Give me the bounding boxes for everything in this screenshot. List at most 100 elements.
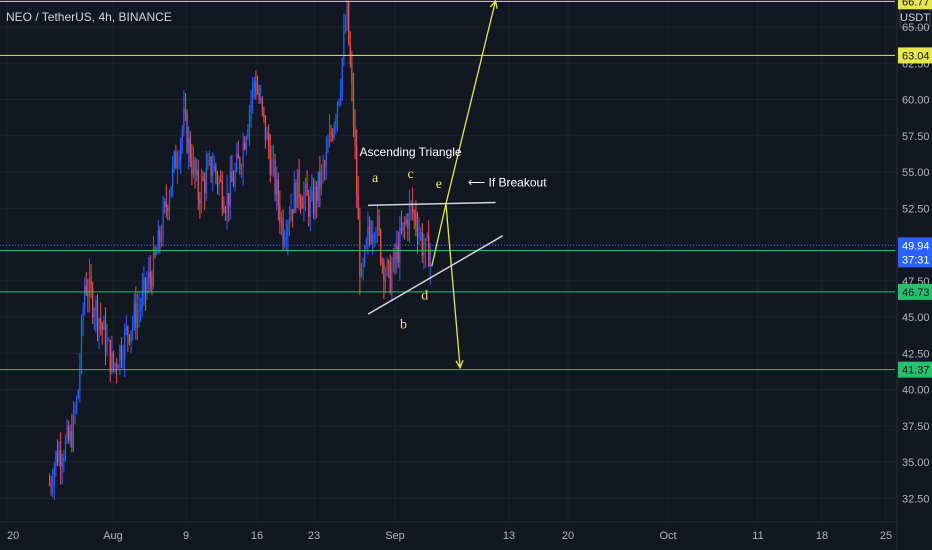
- candle-body: [176, 164, 179, 169]
- candle-body: [296, 169, 299, 208]
- y-tick-label: 57.50: [902, 131, 930, 143]
- price-level-badge[interactable]: [898, 361, 932, 378]
- candle-body: [268, 132, 270, 149]
- candle-body: [119, 346, 121, 368]
- candle-body: [360, 267, 363, 277]
- candle-body: [352, 85, 355, 127]
- candle-body: [344, 26, 347, 31]
- candle-body: [200, 178, 203, 204]
- candle-body: [220, 179, 222, 181]
- candle-body: [264, 115, 267, 140]
- triangle-resistance-line[interactable]: [368, 201, 496, 207]
- candle-body: [368, 226, 371, 234]
- candle-body: [100, 319, 102, 325]
- x-tick-label: 18: [816, 530, 828, 542]
- candle-body: [319, 171, 321, 189]
- candle-body: [72, 409, 75, 448]
- candle-body: [224, 211, 227, 213]
- x-tick-label: 16: [251, 530, 263, 542]
- candle-body: [84, 285, 86, 311]
- candle-body: [391, 268, 393, 293]
- candle-body: [356, 145, 358, 195]
- candle-body: [114, 363, 116, 368]
- candle-body: [63, 458, 65, 463]
- price-level-badge[interactable]: [898, 0, 932, 10]
- breakdown-projection-line[interactable]: [445, 203, 461, 368]
- candle-body: [359, 219, 361, 277]
- candle-body: [218, 179, 220, 185]
- y-tick-label: 42.50: [902, 348, 930, 360]
- y-tick-label: 35.00: [902, 457, 930, 469]
- candle-body: [167, 207, 169, 211]
- candle-body: [328, 132, 331, 146]
- candle-body: [250, 100, 252, 111]
- candle-body: [407, 218, 409, 230]
- candle-body: [317, 171, 319, 201]
- candle-body: [269, 148, 271, 175]
- candle-body: [316, 186, 318, 201]
- candle-body: [56, 452, 59, 464]
- candle-body: [90, 276, 92, 289]
- candle-body: [253, 81, 255, 84]
- price-level-badge[interactable]: [898, 283, 932, 300]
- candle-body: [351, 64, 353, 86]
- candle-body: [226, 193, 228, 213]
- candle-body: [229, 172, 231, 206]
- price-level-badge[interactable]: [898, 47, 932, 64]
- candle-body: [413, 212, 415, 214]
- current-price-badge[interactable]: [898, 237, 932, 268]
- y-tick-label: 45.00: [902, 312, 930, 324]
- candle-body: [255, 81, 257, 92]
- candle-body: [92, 288, 94, 318]
- candle-body: [173, 152, 175, 166]
- candle-body: [77, 390, 79, 399]
- candle-body: [101, 324, 103, 330]
- candle-body: [61, 462, 63, 467]
- triangle-support-line[interactable]: [367, 235, 503, 315]
- candle-body: [244, 142, 246, 150]
- candle-body: [402, 222, 404, 232]
- candle-body: [146, 283, 148, 293]
- candle-body: [380, 230, 382, 263]
- candle-body: [180, 141, 182, 161]
- candle-body: [261, 98, 263, 109]
- candle-body: [343, 30, 345, 59]
- candle-body: [348, 2, 350, 44]
- candle-body: [170, 186, 172, 198]
- candle-body: [292, 209, 294, 214]
- candle-body: [116, 363, 118, 369]
- candle-body: [239, 158, 241, 169]
- x-tick-label: 11: [752, 530, 763, 542]
- candle-body: [373, 235, 375, 237]
- candle-body: [248, 110, 251, 131]
- candle-body: [132, 322, 134, 331]
- candle-body: [207, 161, 209, 169]
- candle-body: [400, 227, 403, 232]
- candle-body: [421, 232, 423, 256]
- candle-body: [330, 132, 332, 135]
- candle-body: [320, 168, 323, 189]
- candle-body: [93, 314, 95, 318]
- candle-body: [384, 273, 387, 282]
- candle-body: [333, 124, 335, 138]
- candle-body: [280, 217, 283, 224]
- candle-body: [216, 175, 219, 185]
- candle-body: [252, 83, 254, 101]
- candle-body: [260, 98, 262, 100]
- candle-body: [80, 320, 83, 366]
- candle-body: [197, 170, 199, 200]
- candle-body: [412, 202, 414, 213]
- candle-body: [392, 251, 395, 269]
- candle-body: [266, 132, 268, 140]
- x-tick-label: Sep: [385, 530, 405, 542]
- candle-body: [282, 217, 284, 244]
- candle-body: [274, 159, 276, 195]
- candle-body: [300, 198, 302, 205]
- candle-body: [234, 170, 236, 187]
- candle-body: [245, 138, 247, 150]
- candle-body: [236, 154, 238, 171]
- candle-body: [237, 154, 239, 159]
- candle-body: [408, 204, 411, 230]
